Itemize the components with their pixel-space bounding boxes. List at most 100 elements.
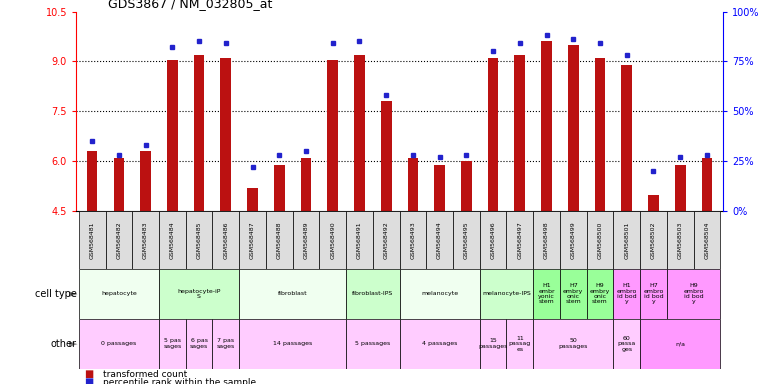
Text: cell type: cell type: [35, 289, 77, 299]
Bar: [587, 211, 613, 269]
Bar: [613, 269, 640, 319]
Bar: [79, 269, 159, 319]
Text: GSM568483: GSM568483: [143, 221, 148, 259]
Bar: [568, 45, 578, 211]
Bar: [426, 211, 453, 269]
Text: GSM568495: GSM568495: [464, 221, 469, 259]
Text: H9
embro
id bod
y: H9 embro id bod y: [683, 283, 704, 305]
Text: GSM568486: GSM568486: [223, 221, 228, 259]
Bar: [479, 319, 506, 369]
Bar: [488, 58, 498, 211]
Text: hepatocyte: hepatocyte: [101, 291, 137, 296]
Bar: [560, 211, 587, 269]
Text: H7
embry
onic
stem: H7 embry onic stem: [563, 283, 584, 305]
Text: ►: ►: [69, 289, 78, 299]
Text: GSM568490: GSM568490: [330, 221, 335, 259]
Bar: [640, 211, 667, 269]
Text: GSM568485: GSM568485: [196, 221, 202, 259]
Text: 14 passages: 14 passages: [273, 341, 312, 346]
Bar: [140, 151, 151, 211]
Text: GSM568496: GSM568496: [491, 221, 495, 259]
Text: GSM568499: GSM568499: [571, 221, 576, 259]
Bar: [159, 269, 239, 319]
Text: ■: ■: [84, 369, 93, 379]
Text: GSM568497: GSM568497: [517, 221, 522, 259]
Text: n/a: n/a: [675, 341, 685, 346]
Text: GSM568487: GSM568487: [250, 221, 255, 259]
Text: 6 pas
sages: 6 pas sages: [190, 338, 209, 349]
Bar: [408, 158, 419, 211]
Bar: [221, 58, 231, 211]
Bar: [533, 269, 560, 319]
Text: GSM568484: GSM568484: [170, 221, 175, 259]
Bar: [274, 165, 285, 211]
Bar: [702, 158, 712, 211]
Bar: [186, 211, 212, 269]
Text: melanocyte: melanocyte: [421, 291, 458, 296]
Bar: [212, 319, 239, 369]
Text: fibroblast: fibroblast: [278, 291, 307, 296]
Text: 50
passages: 50 passages: [559, 338, 588, 349]
Text: percentile rank within the sample: percentile rank within the sample: [103, 377, 256, 384]
Text: GSM568503: GSM568503: [678, 221, 683, 259]
Bar: [346, 211, 373, 269]
Bar: [479, 211, 506, 269]
Bar: [533, 211, 560, 269]
Bar: [400, 319, 479, 369]
Text: H1
embr
yonic
stem: H1 embr yonic stem: [538, 283, 555, 305]
Bar: [79, 319, 159, 369]
Bar: [159, 319, 186, 369]
Bar: [667, 211, 693, 269]
Bar: [380, 101, 391, 211]
Text: hepatocyte-iP
S: hepatocyte-iP S: [177, 288, 221, 299]
Text: GSM568501: GSM568501: [624, 221, 629, 259]
Bar: [212, 211, 239, 269]
Text: 15
passages: 15 passages: [479, 338, 508, 349]
Bar: [640, 319, 720, 369]
Bar: [239, 269, 346, 319]
Text: GDS3867 / NM_032805_at: GDS3867 / NM_032805_at: [108, 0, 272, 10]
Text: ■: ■: [84, 377, 93, 384]
Bar: [247, 188, 258, 211]
Text: GSM568489: GSM568489: [304, 221, 308, 259]
Text: melanocyte-IPS: melanocyte-IPS: [482, 291, 531, 296]
Bar: [640, 269, 667, 319]
Text: 4 passages: 4 passages: [422, 341, 457, 346]
Bar: [693, 211, 720, 269]
Bar: [506, 211, 533, 269]
Text: ►: ►: [69, 339, 78, 349]
Bar: [461, 161, 472, 211]
Bar: [506, 319, 533, 369]
Text: 7 pas
sages: 7 pas sages: [217, 338, 235, 349]
Bar: [87, 151, 97, 211]
Text: GSM568504: GSM568504: [705, 221, 709, 259]
Bar: [514, 55, 525, 211]
Bar: [132, 211, 159, 269]
Bar: [435, 165, 445, 211]
Text: other: other: [51, 339, 77, 349]
Bar: [79, 211, 106, 269]
Text: GSM568502: GSM568502: [651, 221, 656, 259]
Bar: [320, 211, 346, 269]
Text: GSM568500: GSM568500: [597, 221, 603, 259]
Bar: [400, 211, 426, 269]
Text: 5 pas
sages: 5 pas sages: [163, 338, 181, 349]
Bar: [293, 211, 320, 269]
Text: fibroblast-IPS: fibroblast-IPS: [352, 291, 393, 296]
Bar: [453, 211, 479, 269]
Bar: [648, 195, 659, 211]
Bar: [587, 269, 613, 319]
Text: H1
embro
id bod
y: H1 embro id bod y: [616, 283, 637, 305]
Text: 60
passa
ges: 60 passa ges: [618, 336, 636, 352]
Bar: [106, 211, 132, 269]
Bar: [239, 211, 266, 269]
Text: GSM568482: GSM568482: [116, 221, 121, 259]
Text: GSM568492: GSM568492: [384, 221, 389, 259]
Text: transformed count: transformed count: [103, 370, 187, 379]
Bar: [560, 269, 587, 319]
Bar: [186, 319, 212, 369]
Text: H9
embry
onic
stem: H9 embry onic stem: [590, 283, 610, 305]
Bar: [239, 319, 346, 369]
Bar: [354, 55, 365, 211]
Bar: [113, 158, 124, 211]
